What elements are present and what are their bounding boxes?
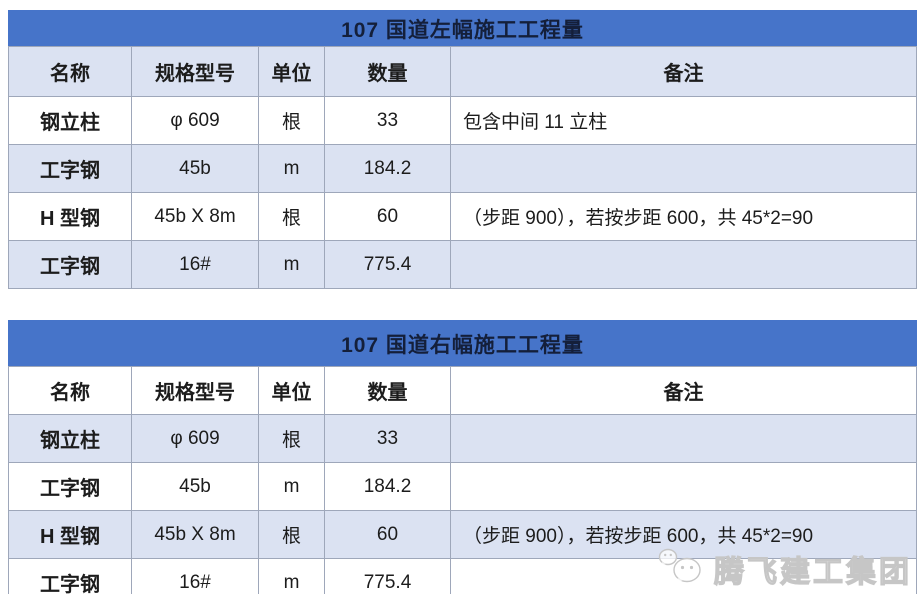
table-row: H 型钢 45b X 8m 根 60 （步距 900），若按步距 600，共 45*2=…: [8, 510, 918, 559]
row-unit-cell: 根: [258, 192, 325, 241]
column-header-spec: 规格型号: [131, 366, 259, 415]
table-row: 钢立柱 φ 609 根 33: [8, 414, 918, 463]
column-header-unit: 单位: [258, 366, 325, 415]
row-name-cell: 工字钢: [8, 558, 132, 594]
table-row: 工字钢 45b m 184.2: [8, 144, 918, 193]
table-row: 工字钢 16# m 775.4: [8, 240, 918, 289]
row-qty-cell: 775.4: [324, 558, 451, 594]
row-note-cell: 包含中间 11 立柱: [449, 96, 918, 145]
column-header-notes: 备注: [449, 366, 918, 415]
table-row: 钢立柱 φ 609 根 33 包含中间 11 立柱: [8, 96, 918, 145]
row-note-cell: [449, 414, 918, 463]
row-name-cell: 钢立柱: [8, 96, 132, 145]
row-name-cell: 工字钢: [8, 240, 132, 289]
row-name-cell: 工字钢: [8, 144, 132, 193]
row-note-cell: [449, 144, 918, 193]
row-spec-cell: 45b X 8m: [131, 192, 259, 241]
row-qty-cell: 60: [324, 510, 451, 559]
table-row: H 型钢 45b X 8m 根 60 （步距 900），若按步距 600，共 45*2=…: [8, 192, 918, 241]
table-header-row: 名称 规格型号 单位 数量 备注: [8, 46, 918, 97]
row-unit-cell: 根: [258, 414, 325, 463]
row-unit-cell: m: [258, 462, 325, 511]
row-spec-cell: φ 609: [131, 96, 259, 145]
column-header-qty: 数量: [324, 366, 451, 415]
right-side-quantity-table: 107 国道右幅施工工程量 名称 规格型号 单位 数量 备注 钢立柱 φ 609 根…: [7, 320, 918, 594]
row-spec-cell: 16#: [131, 558, 259, 594]
column-header-unit: 单位: [258, 46, 325, 97]
row-qty-cell: 33: [324, 96, 451, 145]
row-qty-cell: 184.2: [324, 462, 451, 511]
row-name-cell: H 型钢: [8, 510, 132, 559]
table-header-row: 名称 规格型号 单位 数量 备注: [8, 366, 918, 415]
row-spec-cell: 45b X 8m: [131, 510, 259, 559]
row-qty-cell: 184.2: [324, 144, 451, 193]
table-title: 107 国道右幅施工工程量: [7, 320, 918, 367]
row-name-cell: 工字钢: [8, 462, 132, 511]
column-header-spec: 规格型号: [131, 46, 259, 97]
table-title-bar: 107 国道右幅施工工程量: [7, 320, 918, 367]
left-side-quantity-table: 107 国道左幅施工工程量 名称 规格型号 单位 数量 备注 钢立柱 φ 609 根…: [7, 10, 918, 289]
column-header-name: 名称: [8, 366, 132, 415]
row-qty-cell: 775.4: [324, 240, 451, 289]
row-qty-cell: 33: [324, 414, 451, 463]
column-header-notes: 备注: [449, 46, 918, 97]
row-spec-cell: 45b: [131, 144, 259, 193]
row-unit-cell: m: [258, 240, 325, 289]
row-qty-cell: 60: [324, 192, 451, 241]
row-spec-cell: φ 609: [131, 414, 259, 463]
column-header-qty: 数量: [324, 46, 451, 97]
row-unit-cell: m: [258, 558, 325, 594]
row-note-cell: [449, 240, 918, 289]
row-name-cell: H 型钢: [8, 192, 132, 241]
row-unit-cell: 根: [258, 96, 325, 145]
table-row: 工字钢 45b m 184.2: [8, 462, 918, 511]
row-note-cell: （步距 900），若按步距 600，共 45*2=90: [449, 510, 918, 559]
row-name-cell: 钢立柱: [8, 414, 132, 463]
table-title-bar: 107 国道左幅施工工程量: [7, 10, 918, 47]
row-note-cell: [449, 462, 918, 511]
row-note-cell: [449, 558, 918, 594]
row-unit-cell: m: [258, 144, 325, 193]
row-spec-cell: 45b: [131, 462, 259, 511]
row-unit-cell: 根: [258, 510, 325, 559]
table-title: 107 国道左幅施工工程量: [7, 10, 918, 47]
row-spec-cell: 16#: [131, 240, 259, 289]
row-note-cell: （步距 900），若按步距 600，共 45*2=90: [449, 192, 918, 241]
table-row: 工字钢 16# m 775.4: [8, 558, 918, 594]
column-header-name: 名称: [8, 46, 132, 97]
